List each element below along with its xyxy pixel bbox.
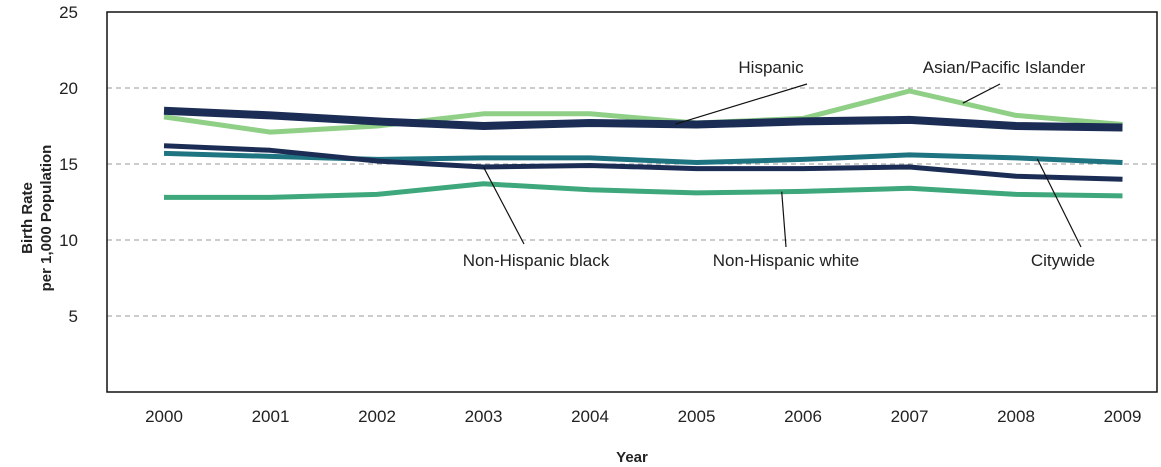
label-leader-lines <box>482 83 1082 248</box>
series-lines <box>163 88 1123 200</box>
x-tick-label: 2002 <box>358 407 396 426</box>
series-label-non-hispanic-white: Non-Hispanic white <box>713 251 859 270</box>
x-tick-label: 2006 <box>784 407 822 426</box>
leader-line <box>675 83 808 125</box>
series-line-hispanic <box>163 106 1123 132</box>
x-tick-label: 2008 <box>997 407 1035 426</box>
series-label-asian-pacific-islander: Asian/Pacific Islander <box>923 58 1086 77</box>
leader-line <box>781 191 787 248</box>
x-tick-label: 2000 <box>145 407 183 426</box>
series-line-non-hispanic-black <box>163 143 1123 182</box>
x-tick-label: 2005 <box>678 407 716 426</box>
y-axis-title-line1: Birth Rate <box>19 182 36 254</box>
x-axis-title: Year <box>616 449 648 466</box>
leader-line <box>482 166 525 245</box>
series-labels: Hispanic Asian/Pacific Islander Citywide No… <box>463 58 1095 270</box>
x-axis-ticks: 2000 2001 2002 2003 2004 2005 2006 2007 2008 2009 <box>145 407 1141 426</box>
series-label-hispanic: Hispanic <box>738 58 804 77</box>
y-axis-ticks: 5 10 15 20 25 <box>59 3 78 326</box>
y-axis-title-line2: per 1,000 Population <box>38 145 55 292</box>
y-tick-label: 5 <box>69 307 78 326</box>
x-tick-label: 2004 <box>571 407 609 426</box>
leader-line <box>962 83 1001 104</box>
y-tick-label: 20 <box>59 79 78 98</box>
series-label-non-hispanic-black: Non-Hispanic black <box>463 251 610 270</box>
x-tick-label: 2001 <box>252 407 290 426</box>
x-tick-label: 2007 <box>891 407 929 426</box>
y-tick-label: 10 <box>59 231 78 250</box>
series-line-non-hispanic-white <box>164 181 1123 200</box>
y-tick-label: 25 <box>59 3 78 22</box>
x-tick-label: 2009 <box>1104 407 1142 426</box>
x-tick-label: 2003 <box>465 407 503 426</box>
gridlines <box>107 87 1157 317</box>
plot-area-frame <box>106 11 1158 393</box>
leader-line <box>1036 158 1082 248</box>
series-label-citywide: Citywide <box>1031 251 1095 270</box>
y-tick-label: 15 <box>59 155 78 174</box>
